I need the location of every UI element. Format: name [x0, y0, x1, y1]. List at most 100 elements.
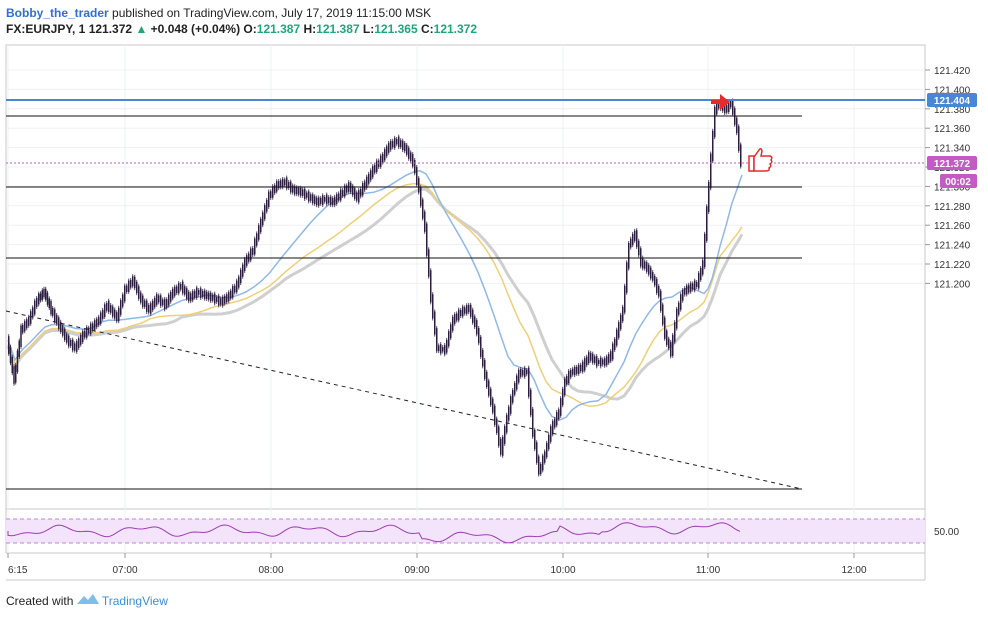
candle-body: [192, 291, 194, 301]
tradingview-link[interactable]: TradingView: [101, 594, 168, 608]
red-arrow-icon[interactable]: [711, 94, 730, 110]
candle-body: [516, 375, 518, 390]
candle-body: [532, 408, 534, 437]
candle-body: [178, 283, 180, 294]
candle-body: [190, 293, 192, 302]
candle-body: [246, 255, 248, 266]
candle-body: [724, 104, 726, 114]
candle-body: [498, 426, 500, 446]
thumbs-up-icon[interactable]: [748, 147, 773, 172]
candle-body: [584, 358, 586, 371]
time-tick-label: 07:00: [112, 565, 137, 576]
candle-body: [38, 293, 40, 305]
candle-body: [646, 262, 648, 272]
candle-body: [402, 140, 404, 151]
candle-body: [234, 285, 236, 293]
candle-body: [632, 233, 634, 246]
candle-body: [64, 328, 66, 341]
candle-body: [466, 305, 468, 314]
candle-body: [636, 230, 638, 248]
candle-body: [20, 325, 22, 347]
candle-body: [184, 286, 186, 295]
candle-body: [122, 294, 124, 307]
candle-body: [344, 185, 346, 197]
candle-body: [222, 296, 224, 306]
candle-body: [582, 361, 584, 372]
candle-body: [592, 353, 594, 363]
candle-body: [314, 196, 316, 204]
time-tick-label: 6:15: [8, 565, 28, 576]
candle-body: [536, 442, 538, 463]
candle-body: [654, 276, 656, 286]
candle-body: [136, 281, 138, 294]
open-value: 121.387: [256, 22, 301, 36]
candle-body: [288, 182, 290, 188]
candle-body: [346, 185, 348, 193]
candle-body: [556, 412, 558, 426]
candle-body: [174, 286, 176, 296]
candle-body: [390, 140, 392, 150]
candle-body: [392, 140, 394, 148]
candle-body: [552, 421, 554, 435]
candle-body: [434, 311, 436, 335]
candle-body: [692, 283, 694, 290]
candle-body: [690, 283, 692, 292]
candle-body: [286, 177, 288, 189]
candle-body: [298, 187, 300, 195]
price-tag-resistance-text: 121.404: [934, 96, 971, 107]
candle-body: [696, 282, 698, 287]
candle-body: [302, 189, 304, 196]
close-label: C:: [420, 22, 434, 36]
candle-body: [74, 343, 76, 351]
candle-body: [194, 290, 196, 298]
candle-body: [292, 185, 294, 193]
candle-body: [94, 320, 96, 330]
ohlc-line: FX:EURJPY, 1 121.372 ▲ +0.048 (+0.04%) O…: [6, 21, 477, 37]
price-tick-label: 121.360: [934, 124, 971, 135]
author-name[interactable]: Bobby_the_trader: [6, 6, 109, 20]
candle-body: [660, 290, 662, 311]
candle-body: [378, 160, 380, 167]
candle-body: [604, 358, 606, 366]
candle-body: [656, 278, 658, 294]
candle-body: [616, 329, 618, 346]
candle-body: [272, 186, 274, 198]
candle-body: [398, 136, 400, 148]
candle-body: [92, 323, 94, 331]
candle-body: [418, 178, 420, 193]
moving-average-yellow: [7, 182, 743, 408]
candle-body: [98, 316, 100, 326]
candle-body: [128, 280, 130, 292]
candle-body: [9, 346, 12, 364]
candle-body: [62, 325, 64, 336]
candle-body: [110, 305, 112, 313]
candle-body: [276, 181, 278, 192]
candle-body: [212, 294, 214, 301]
candle-body: [54, 309, 56, 322]
candle-body: [284, 179, 286, 186]
candle-body: [730, 101, 732, 108]
candle-body: [526, 370, 528, 375]
candle-body: [140, 292, 142, 303]
low-label: L:: [362, 22, 375, 36]
candle-body: [684, 288, 686, 295]
tradingview-logo-icon[interactable]: [76, 594, 102, 608]
candle-body: [468, 304, 470, 313]
candle-body: [600, 357, 602, 367]
candle-body: [608, 354, 610, 363]
candle-body: [640, 248, 642, 267]
time-tick-label: 12:00: [841, 565, 866, 576]
price-tag-resistance: 121.404: [927, 93, 977, 107]
high-label: H:: [303, 22, 317, 36]
candle-body: [422, 199, 424, 219]
candle-body: [620, 314, 622, 330]
candle-body: [308, 191, 310, 202]
candle-body: [612, 343, 614, 360]
candle-body: [170, 292, 172, 302]
candle-body: [728, 100, 730, 113]
candle-body: [274, 185, 276, 194]
candle-body: [322, 195, 324, 205]
candle-body: [86, 327, 88, 338]
candle-body: [624, 285, 626, 313]
